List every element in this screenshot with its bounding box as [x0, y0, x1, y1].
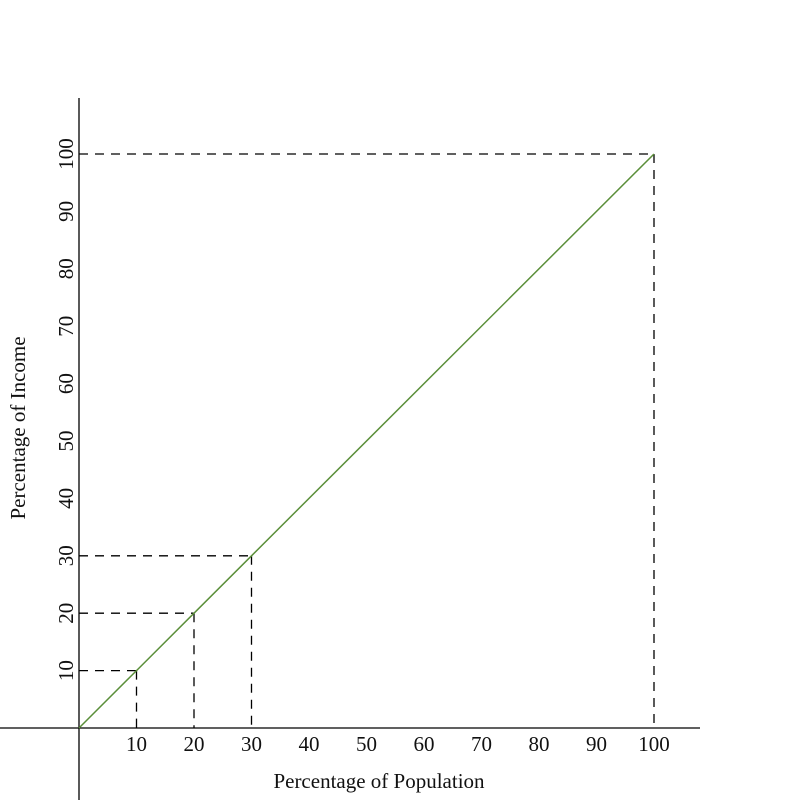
line [78, 153, 655, 729]
x-axis-label: Percentage of Population [273, 769, 485, 793]
y-tick-label: 50 [54, 431, 78, 452]
x-tick-label: 80 [529, 732, 550, 756]
x-tick-label: 40 [299, 732, 320, 756]
y-tick-label: 10 [54, 660, 78, 681]
y-tick-label: 70 [54, 316, 78, 337]
y-tick-label: 80 [54, 258, 78, 279]
y-axis-label: Percentage of Income [6, 336, 30, 519]
x-tick-label: 60 [414, 732, 435, 756]
y-tick-label: 30 [54, 545, 78, 566]
x-tick-label: 100 [638, 732, 670, 756]
y-tick-label: 60 [54, 373, 78, 394]
y-tick-label: 100 [54, 138, 78, 170]
y-tick-label: 40 [54, 488, 78, 509]
x-tick-label: 10 [126, 732, 147, 756]
y-tick-label: 20 [54, 603, 78, 624]
x-tick-label: 90 [586, 732, 607, 756]
x-tick-label: 70 [471, 732, 492, 756]
x-tick-label: 50 [356, 732, 377, 756]
x-tick-label: 30 [241, 732, 262, 756]
y-tick-label: 90 [54, 201, 78, 222]
x-tick-label: 20 [184, 732, 205, 756]
